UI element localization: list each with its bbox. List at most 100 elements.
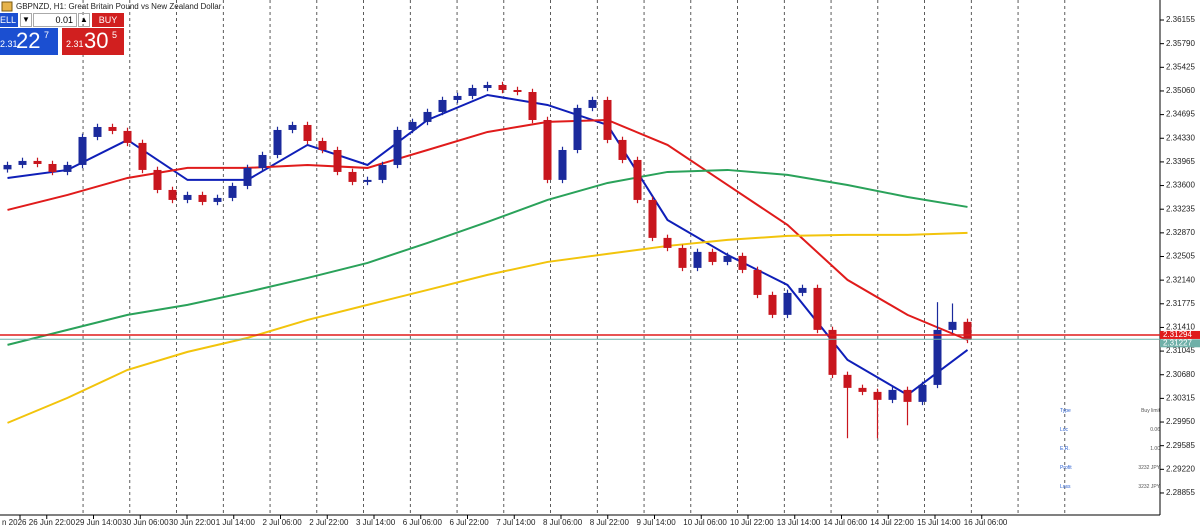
y-tick-label: 2.35060 [1166, 86, 1195, 95]
candle-body [288, 124, 297, 130]
x-tick-label: 1 Jul 14:00 [216, 518, 256, 527]
x-tick-label: 14 Jul 06:00 [824, 518, 868, 527]
ask-price[interactable]: 2.31 30 5 [62, 28, 124, 55]
lot-up[interactable]: ▲ [78, 13, 90, 27]
candle-body [3, 164, 12, 170]
y-tick-label: 2.36155 [1166, 15, 1195, 24]
candle-body [138, 142, 147, 170]
candle-body [18, 160, 27, 165]
candle-body [678, 247, 687, 268]
info-row: Loss 3232 JPY [1060, 484, 1160, 503]
info-value: 0.06 [1150, 427, 1160, 433]
candle-body [78, 136, 87, 165]
candle-body [273, 129, 282, 155]
x-tick-label: 6 Jul 06:00 [403, 518, 443, 527]
y-tick-label: 2.29220 [1166, 464, 1195, 473]
order-info: Type Buy limit Loc 0.06 E.R. 1.00 Profit 3232 J… [1060, 408, 1160, 503]
candle-body [948, 321, 957, 330]
price-tag [1160, 330, 1200, 339]
bid-sup: 7 [44, 30, 50, 40]
y-tick-label: 2.31775 [1166, 299, 1195, 308]
lot-down[interactable]: ▼ [20, 13, 32, 27]
candle-body [588, 99, 597, 108]
moving-average [7, 231, 968, 424]
lot-input[interactable]: 0.01 [33, 13, 77, 27]
candle-body [693, 251, 702, 268]
x-tick-label: 14 Jul 22:00 [870, 518, 914, 527]
info-value: 3232 JPY [1138, 465, 1160, 471]
candle-body [198, 194, 207, 202]
candle-body [168, 189, 177, 200]
x-tick-label: 30 Jun 22:00 [169, 518, 216, 527]
candle-body [843, 374, 852, 388]
candle-body [768, 294, 777, 315]
candle-body [498, 85, 507, 90]
info-key: Type [1060, 408, 1071, 414]
sell-button[interactable]: ELL [0, 13, 18, 27]
info-value: 3232 JPY [1138, 484, 1160, 490]
y-tick-label: 2.33965 [1166, 157, 1195, 166]
chart-title: GBPNZD, H1: Great Britain Pound vs New Z… [16, 2, 222, 11]
candle-body [543, 119, 552, 180]
candle-body [153, 169, 162, 190]
y-tick-label: 2.32140 [1166, 275, 1195, 284]
y-tick-label: 2.32870 [1166, 228, 1195, 237]
candle-body [408, 121, 417, 130]
bid-price[interactable]: 2.31 22 7 [0, 28, 58, 55]
y-tick-label: 2.30680 [1166, 370, 1195, 379]
moving-average [7, 168, 968, 346]
candle-body [183, 194, 192, 200]
candle-body [753, 269, 762, 295]
candle-body [228, 185, 237, 198]
candle-body [783, 292, 792, 315]
candle-body [48, 163, 57, 172]
candle-body [468, 87, 477, 96]
candle-body [933, 329, 942, 385]
candle-body [828, 329, 837, 375]
candle-body [648, 199, 657, 238]
candle-body [33, 160, 42, 164]
info-key: Profit [1060, 465, 1072, 471]
x-tick-label: 16 Jul 06:00 [964, 518, 1008, 527]
info-row: E.R. 1.00 [1060, 446, 1160, 465]
candle-body [813, 287, 822, 330]
y-tick-label: 2.31045 [1166, 346, 1195, 355]
y-tick-label: 2.35790 [1166, 39, 1195, 48]
candle-body [348, 171, 357, 182]
candle-body [603, 99, 612, 140]
candle-body [708, 251, 717, 262]
candle-body [918, 384, 927, 402]
candle-body [423, 111, 432, 122]
y-tick-label: 2.28855 [1166, 488, 1195, 497]
candle-body [453, 95, 462, 100]
candle-body [303, 124, 312, 141]
x-tick-label: 3 Jul 14:00 [356, 518, 396, 527]
x-tick-label: 8 Jul 06:00 [543, 518, 583, 527]
info-value: Buy limit [1141, 408, 1160, 414]
candle-body [108, 126, 117, 131]
candle-body [573, 107, 582, 150]
candle-body [243, 167, 252, 186]
x-tick-label: 10 Jul 22:00 [730, 518, 774, 527]
candle-body [438, 99, 447, 112]
candle-body [723, 255, 732, 262]
candle-body [738, 255, 747, 270]
buy-button[interactable]: BUY [92, 13, 124, 27]
info-key: Loss [1060, 484, 1071, 490]
candle-body [798, 287, 807, 293]
info-row: Profit 3232 JPY [1060, 465, 1160, 484]
x-tick-label: 10 Jul 06:00 [683, 518, 727, 527]
y-tick-label: 2.29950 [1166, 417, 1195, 426]
candle-body [318, 140, 327, 150]
x-tick-label: 6 Jul 22:00 [450, 518, 490, 527]
ask-small: 2.31 [66, 39, 84, 49]
symbol-icon [1, 1, 13, 12]
moving-average [7, 118, 968, 341]
y-tick-label: 2.34330 [1166, 133, 1195, 142]
candle-body [393, 129, 402, 165]
x-tick-label: 9 Jul 14:00 [637, 518, 677, 527]
x-tick-label: 7 Jul 14:00 [496, 518, 536, 527]
x-tick-label: 2 Jul 06:00 [263, 518, 303, 527]
candle-body [93, 126, 102, 137]
